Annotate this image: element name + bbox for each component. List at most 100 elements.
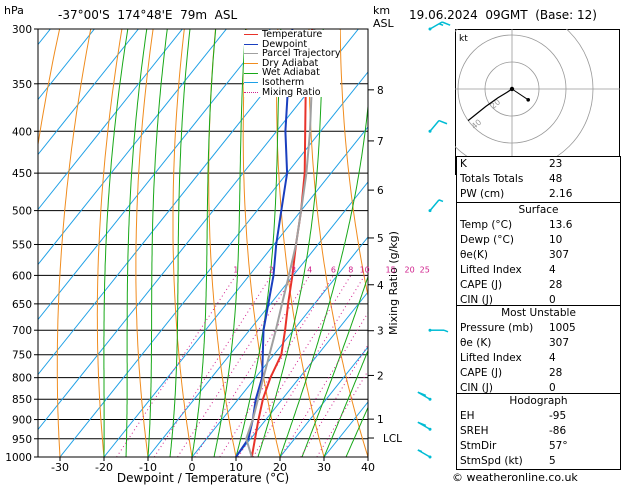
temperature-tick-label: -30 (51, 461, 69, 474)
dry-adiabat-line (371, 29, 456, 457)
wind-barb (428, 119, 448, 133)
wind-barb-base (428, 328, 432, 332)
legend-item: Mixing Ratio (244, 87, 340, 98)
hodograph-table: Hodograph EH -95 SREH -86 StmDir 57° StmSpd (k… (456, 393, 621, 470)
wet-adiabat-line (103, 29, 129, 457)
mixing-ratio-line (237, 275, 352, 457)
legend: Temperature Dewpoint Parcel Trajectory Dry … (244, 30, 341, 98)
isotherm-line (235, 291, 368, 457)
mixing-ratio-label: 20 (405, 265, 415, 274)
wind-barb-base (428, 129, 432, 133)
wet-adiabat-line (323, 349, 368, 457)
dry-adiabat-line (621, 29, 629, 457)
row-value: 0 (549, 382, 556, 394)
pressure-tick-label: 300 (12, 24, 32, 36)
x-axis-label: Dewpoint / Temperature (°C) (117, 471, 289, 485)
km-tick-label: 4 (377, 280, 384, 292)
legend-label: Dry Adiabat (262, 57, 319, 69)
dry-adiabat-line (135, 29, 154, 457)
dry-adiabat-line (242, 29, 281, 457)
wind-barb-flag (443, 329, 449, 333)
legend-label: Temperature (262, 29, 323, 40)
parcel-trajectory-line (245, 29, 316, 457)
dry-adiabat-line (96, 29, 123, 457)
most-unstable-title: Most Unstable (501, 307, 576, 319)
wind-barb (417, 391, 432, 401)
copyright-footer: © weatheronline.co.uk (452, 471, 578, 484)
row-label: StmSpd (kt) (460, 455, 523, 467)
wet-adiabat-line (345, 406, 368, 457)
most-unstable-table: Most Unstable Pressure (mb) 1005 θe (K) 307… (456, 305, 621, 397)
isotherm-line (38, 29, 271, 321)
hodograph-frame (455, 29, 620, 175)
isotherm-line (191, 236, 368, 457)
row-value: 57° (549, 440, 568, 452)
table-row: K 23 (457, 157, 620, 172)
plot-frame (37, 28, 369, 458)
km-tick-label: 8 (377, 85, 384, 97)
table-row: CAPE (J) 28 (457, 366, 620, 381)
legend-swatch (244, 53, 258, 55)
row-value: -86 (549, 425, 567, 437)
pressure-tick-label: 650 (12, 299, 32, 311)
isotherm-line (38, 29, 359, 431)
row-label: CIN (J) (460, 294, 493, 306)
table-row: StmSpd (kt) 5 (457, 454, 620, 469)
row-label: K (460, 158, 467, 170)
table-row: CAPE (J) 28 (457, 278, 620, 293)
temperature-tick-label: 40 (361, 461, 375, 474)
row-value: -95 (549, 410, 567, 422)
row-value: 0 (549, 294, 556, 306)
wind-barb-base (428, 209, 432, 213)
wind-barb-flag (417, 391, 427, 397)
mixing-ratio-label: 4 (307, 265, 312, 274)
legend-swatch (244, 63, 258, 65)
row-label: Dewp (°C) (460, 234, 514, 246)
mixing-ratio-label: 3 (291, 265, 296, 274)
isotherm-line (38, 29, 183, 211)
y-axis-label: Mixing Ratio (g/kg) (387, 231, 400, 335)
legend-swatch (244, 82, 258, 84)
wet-adiabat-line (169, 29, 191, 457)
pressure-tick-label: 950 (12, 434, 32, 446)
table-row: StmDir 57° (457, 439, 620, 454)
wind-barb-flag (417, 421, 427, 427)
legend-item: Wet Adiabat (244, 68, 340, 78)
row-value: 48 (549, 173, 563, 185)
legend-item: Temperature (244, 30, 340, 40)
row-label: Temp (°C) (460, 219, 513, 231)
legend-swatch (244, 91, 258, 93)
row-label: CAPE (J) (460, 279, 503, 291)
wind-barb (428, 328, 449, 333)
row-label: CAPE (J) (460, 367, 503, 379)
row-value: 307 (549, 249, 570, 261)
row-label: CIN (J) (460, 382, 493, 394)
km-tick-label: 6 (377, 185, 384, 197)
isotherm-line (147, 181, 368, 457)
temperature-tick-label: 0 (189, 461, 196, 474)
row-label: Lifted Index (460, 264, 522, 276)
table-row: EH -95 (457, 409, 620, 424)
row-value: 13.6 (549, 219, 573, 231)
mixing-ratio-label: 25 (420, 265, 430, 274)
isotherm-line (38, 29, 227, 266)
wind-barb-base (428, 397, 432, 401)
row-value: 4 (549, 352, 556, 364)
row-label: Totals Totals (460, 173, 524, 185)
km-tick-label: 2 (377, 370, 384, 382)
table-row: Dewp (°C) 10 (457, 233, 620, 248)
wet-adiabat-line (147, 29, 168, 457)
pressure-tick-label: 1000 (5, 452, 32, 464)
row-label: Pressure (mb) (460, 322, 534, 334)
pressure-tick-label: 900 (12, 415, 32, 427)
legend-label: Dewpoint (262, 38, 308, 50)
km-tick-label: 5 (377, 233, 384, 245)
mixing-ratio-label: 8 (348, 265, 353, 274)
pressure-tick-label: 450 (12, 168, 32, 180)
pressure-tick-label: 750 (12, 350, 32, 362)
wind-barb-base (428, 27, 432, 31)
row-label: PW (cm) (460, 188, 505, 200)
hpa-label: hPa (4, 4, 24, 17)
table-row: Lifted Index 4 (457, 263, 620, 278)
